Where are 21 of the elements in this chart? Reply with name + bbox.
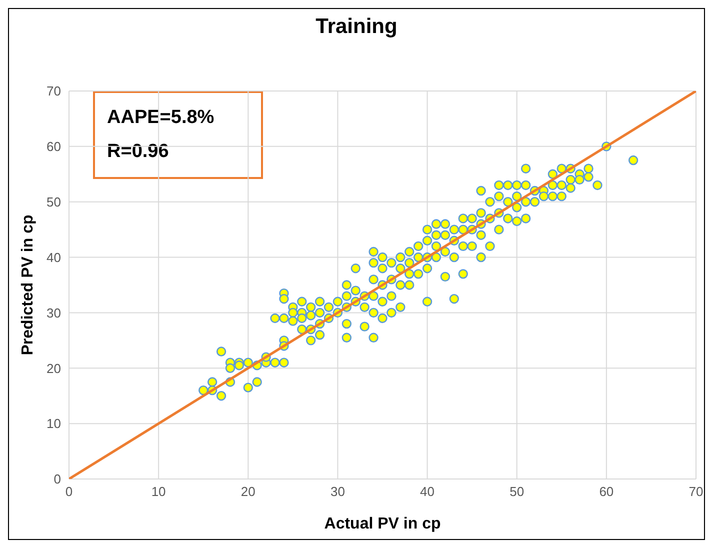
x-axis-title: Actual PV in cp: [324, 515, 441, 532]
y-axis-title: Predicted PV in cp: [20, 214, 37, 356]
y-tick-label: 50: [46, 194, 61, 210]
x-tick-label: 70: [688, 484, 704, 500]
y-tick-label: 40: [46, 250, 61, 265]
y-tick-label: 30: [46, 305, 61, 320]
y-tick-label: 0: [54, 472, 61, 487]
y-tick-label: 60: [46, 139, 61, 154]
x-tick-label: 0: [65, 484, 73, 500]
x-tick-label: 20: [240, 484, 256, 500]
annotation: R=0.96: [107, 140, 170, 164]
y-tick-label: 70: [46, 84, 61, 99]
annotation: AAPE=5.8%: [107, 106, 216, 130]
x-tick-label: 60: [599, 484, 614, 500]
y-tick-label: 10: [46, 416, 61, 432]
x-tick-label: 10: [151, 484, 166, 500]
x-tick-label: 50: [510, 484, 524, 500]
chart-title: Training: [314, 15, 398, 39]
x-tick-label: 40: [420, 484, 435, 500]
y-tick-label: 20: [46, 360, 61, 376]
x-tick-label: 30: [330, 484, 345, 500]
